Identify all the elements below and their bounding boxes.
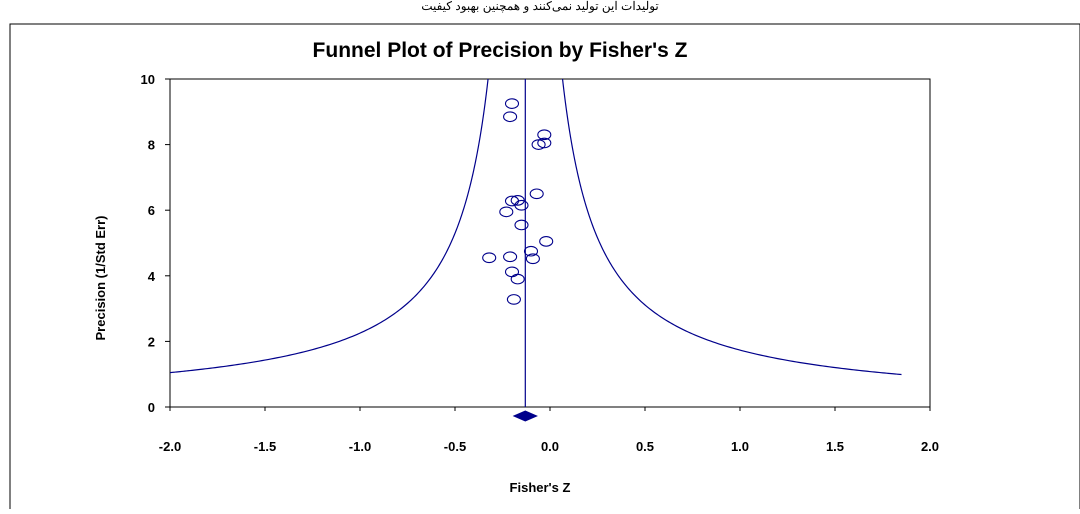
study-point [504, 98, 520, 109]
y-tick-label: 8 [148, 138, 155, 153]
study-point [482, 252, 497, 264]
funnel-right-limit [561, 79, 902, 376]
chart-marks [170, 79, 902, 422]
x-tick-label: 1.5 [826, 439, 844, 454]
study-point [510, 273, 525, 285]
plot-area [169, 78, 931, 408]
x-tick-label: -2.0 [159, 439, 181, 454]
study-point [499, 206, 514, 218]
funnel-left-limit [170, 79, 489, 374]
study-point [539, 236, 554, 247]
x-tick-label: 0.5 [636, 439, 654, 454]
study-point [514, 219, 529, 231]
y-axis-label: Precision (1/Std Err) [93, 216, 108, 341]
x-tick-label: -1.5 [254, 439, 276, 454]
y-tick-label: 10 [141, 72, 155, 87]
x-tick-label: 1.0 [731, 439, 749, 454]
study-point [537, 137, 552, 149]
x-tick-label: -1.0 [349, 439, 371, 454]
x-tick-label: 2.0 [921, 439, 939, 454]
study-point [506, 294, 521, 305]
y-tick-label: 4 [148, 269, 156, 284]
header-text: تولیدات این تولید نمی‌کنند و همچنین بهبو… [421, 0, 659, 13]
x-tick-label: -0.5 [444, 439, 466, 454]
chart-title: Funnel Plot of Precision by Fisher's Z [313, 39, 688, 62]
x-axis-label: Fisher's Z [510, 480, 571, 495]
study-point [523, 245, 539, 257]
y-tick-label: 6 [148, 203, 155, 218]
y-tick-label: 0 [148, 400, 155, 415]
study-point [525, 253, 540, 265]
plot-clip-group [170, 79, 902, 376]
summary-diamond [512, 410, 538, 422]
study-point [514, 199, 529, 211]
y-tick-label: 2 [148, 334, 155, 349]
x-axis-ticks: -2.0 -1.5 -1.0 -0.5 0.0 0.5 1.0 1.5 2.0 [159, 407, 939, 454]
study-point [503, 111, 518, 123]
x-tick-label: 0.0 [541, 439, 559, 454]
study-point [529, 188, 544, 200]
study-point [537, 129, 552, 141]
y-axis-ticks: 0 2 4 6 8 10 [141, 72, 170, 415]
study-point [503, 251, 518, 263]
